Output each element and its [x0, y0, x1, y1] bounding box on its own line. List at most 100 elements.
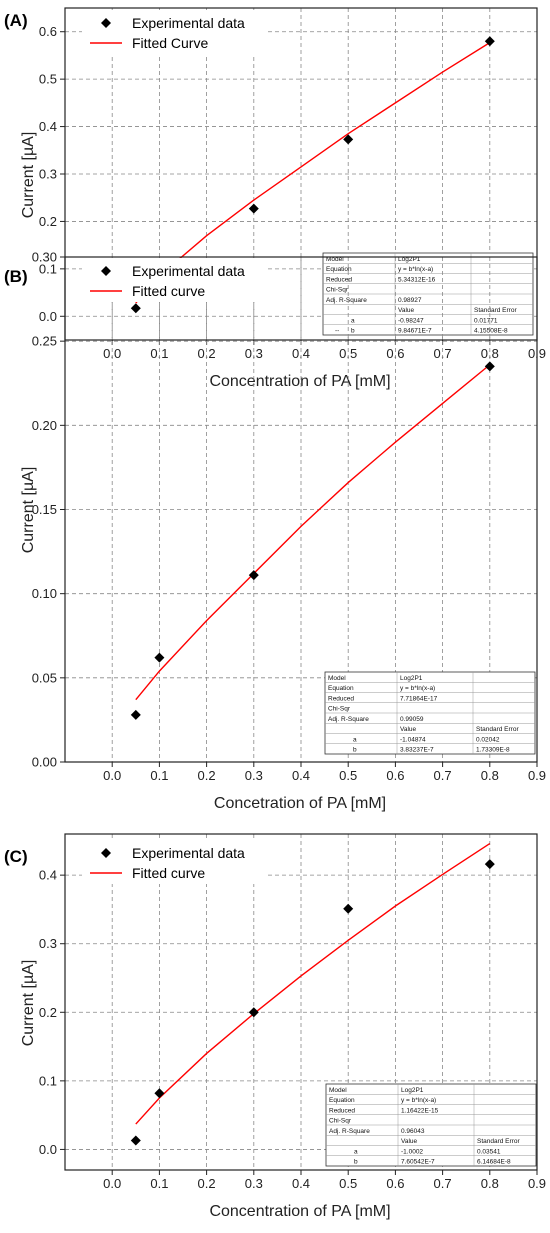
fit-table-cell: Standard Error — [474, 307, 517, 314]
fit-table-cell: Equation — [326, 266, 352, 273]
x-tick-label: 0.8 — [481, 1176, 499, 1191]
x-tick-label: 0.5 — [339, 768, 357, 783]
plot-frame — [64, 7, 538, 341]
panel-label: (B) — [4, 267, 28, 286]
fit-table-cell: 9.84671E-7 — [398, 328, 432, 335]
plot-frame — [64, 833, 538, 1171]
y-tick-label: 0.3 — [39, 167, 57, 182]
y-tick-label: 0.20 — [32, 418, 57, 433]
fit-table-cell: Value — [400, 726, 417, 733]
legend-label: Experimental data — [132, 263, 245, 279]
fit-table-cell: y = b*ln(x-a) — [398, 266, 433, 273]
panel-label: (A) — [4, 11, 28, 30]
fit-table-cell: b — [353, 747, 357, 754]
data-point — [248, 1007, 259, 1018]
panel-label: (C) — [4, 847, 28, 866]
legend-label: Fitted Curve — [132, 35, 208, 51]
fit-table-cell: 0.03541 — [477, 1148, 501, 1155]
y-tick-label: 0.00 — [32, 755, 57, 770]
y-axis-label: Current [µA] — [20, 960, 37, 1047]
x-tick-label: 0.9 — [528, 768, 546, 783]
y-tick-label: 0.0 — [39, 309, 57, 324]
fit-table-cell: -1.0002 — [401, 1148, 423, 1155]
data-point — [248, 203, 259, 214]
fit-table-cell: Adj. R-Square — [328, 716, 369, 723]
fit-table-cell: Adj. R-Square — [326, 297, 367, 304]
x-tick-label: 0.3 — [245, 768, 263, 783]
data-point — [248, 570, 259, 581]
y-tick-label: 0.3 — [39, 936, 57, 951]
x-tick-label: 0.9 — [528, 1176, 546, 1191]
legend-label: Experimental data — [132, 15, 245, 31]
fit-table-cell: y = b*ln(x-a) — [401, 1097, 436, 1104]
data-point — [130, 303, 141, 314]
x-tick-label: 0.3 — [245, 346, 263, 361]
legend-marker-diamond — [101, 266, 111, 276]
x-axis-label: Concentration of PA [mM] — [209, 1203, 390, 1220]
y-tick-label: 0.10 — [32, 586, 57, 601]
y-tick-label: 0.15 — [32, 502, 57, 517]
x-tick-label: 0.1 — [150, 768, 168, 783]
x-tick-label: 0.0 — [103, 768, 121, 783]
fit-table-cell: a — [354, 1148, 358, 1155]
fit-table: Model Log2P1 Equation y = b*ln(x-a) Reduced 5… — [322, 252, 534, 336]
fit-table-cell: a — [353, 736, 357, 743]
legend-label: Experimental data — [132, 845, 245, 861]
x-tick-label: 0.6 — [386, 346, 404, 361]
fit-table-cell: 0.96043 — [401, 1128, 425, 1135]
fit-table-cell: 0.99059 — [400, 716, 424, 723]
y-tick-label: 0.05 — [32, 670, 57, 685]
fit-table-cell: Standard Error — [477, 1138, 520, 1145]
legend-label: Fitted curve — [132, 865, 205, 881]
x-tick-label: 0.2 — [198, 346, 216, 361]
fit-table-cell: 3.83237E-7 — [400, 747, 434, 754]
fit-table-cell: a — [351, 317, 355, 324]
fitted-curve-line — [135, 843, 491, 1125]
y-tick-label: 0.4 — [39, 868, 57, 883]
fit-table-cell: Adj. R-Square — [329, 1128, 370, 1135]
legend: Experimental data Fitted Curve — [82, 10, 268, 54]
legend-label: Fitted curve — [132, 283, 205, 299]
x-tick-label: 0.8 — [481, 768, 499, 783]
x-tick-label: 0.1 — [150, 1176, 168, 1191]
fit-table-cell: 7.60542E-7 — [401, 1159, 435, 1166]
x-tick-label: 0.4 — [292, 1176, 310, 1191]
x-tick-label: 0.7 — [434, 346, 452, 361]
fitted-curve-line — [135, 364, 491, 701]
fit-table-cell: Standard Error — [476, 726, 519, 733]
fit-table-cell: Log2P1 — [398, 256, 421, 263]
x-tick-label: 0.4 — [292, 768, 310, 783]
fit-table-cell: Reduced — [328, 695, 354, 702]
x-tick-label: 0.2 — [198, 1176, 216, 1191]
plot-frame — [64, 256, 538, 763]
data-point — [343, 903, 354, 914]
x-tick-label: 0.6 — [386, 1176, 404, 1191]
y-tick-label: 0.1 — [39, 1073, 57, 1088]
fit-table-cell: Reduced — [329, 1107, 355, 1114]
y-tick-label: 0.4 — [39, 119, 57, 134]
fit-table-cell: -1.04874 — [400, 736, 426, 743]
x-tick-label: 0.3 — [245, 1176, 263, 1191]
x-tick-label: 0.2 — [198, 768, 216, 783]
fit-table-cell: Reduced — [326, 276, 352, 283]
y-axis-label: Current [µA] — [20, 467, 37, 554]
fit-table-cell: -0.98247 — [398, 317, 424, 324]
data-point — [484, 859, 495, 870]
y-tick-label: 0.25 — [32, 334, 57, 349]
x-tick-label: 0.1 — [150, 346, 168, 361]
data-point — [154, 1088, 165, 1099]
legend-marker-diamond — [101, 18, 111, 28]
data-point — [130, 709, 141, 720]
y-tick-label: 0.2 — [39, 1005, 57, 1020]
y-tick-label: 0.6 — [39, 24, 57, 39]
y-tick-label: 0.2 — [39, 214, 57, 229]
chart-panel-2: 0.0 0.1 0.2 0.3 0.4 0.5 0.6 0.7 0.8 0.9 0.00 0.05 0.… — [4, 250, 546, 813]
fit-table-cell: Chi-Sqr — [328, 706, 351, 713]
legend-background — [82, 840, 268, 884]
fit-table-cell: Model — [326, 256, 344, 263]
x-tick-label: 0.0 — [103, 1176, 121, 1191]
fit-table-cell: Equation — [328, 685, 354, 692]
x-axis-label: Concetration of PA [mM] — [214, 795, 386, 812]
fit-table-cell: b — [354, 1159, 358, 1166]
